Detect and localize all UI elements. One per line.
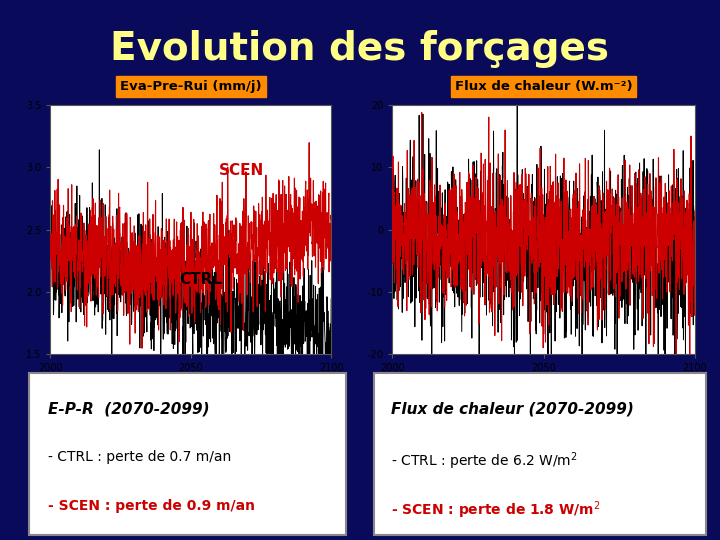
Text: - SCEN : perte de 1.8 W/m$^2$: - SCEN : perte de 1.8 W/m$^2$	[391, 499, 600, 521]
Text: Eva-Pre-Rui (mm/j): Eva-Pre-Rui (mm/j)	[120, 80, 261, 93]
Text: Evolution des forçages: Evolution des forçages	[110, 30, 610, 68]
FancyBboxPatch shape	[374, 373, 706, 535]
FancyBboxPatch shape	[29, 373, 346, 535]
Text: - CTRL : perte de 0.7 m/an: - CTRL : perte de 0.7 m/an	[48, 450, 231, 464]
Text: CTRL: CTRL	[179, 272, 222, 287]
Text: Flux de chaleur (W.m⁻²): Flux de chaleur (W.m⁻²)	[455, 80, 632, 93]
Text: Flux de chaleur (2070-2099): Flux de chaleur (2070-2099)	[391, 402, 634, 417]
Text: - SCEN : perte de 0.9 m/an: - SCEN : perte de 0.9 m/an	[48, 499, 255, 513]
Text: SCEN: SCEN	[219, 163, 264, 178]
Text: - CTRL : perte de 6.2 W/m$^2$: - CTRL : perte de 6.2 W/m$^2$	[391, 450, 577, 472]
Text: E-P-R  (2070-2099): E-P-R (2070-2099)	[48, 402, 210, 417]
